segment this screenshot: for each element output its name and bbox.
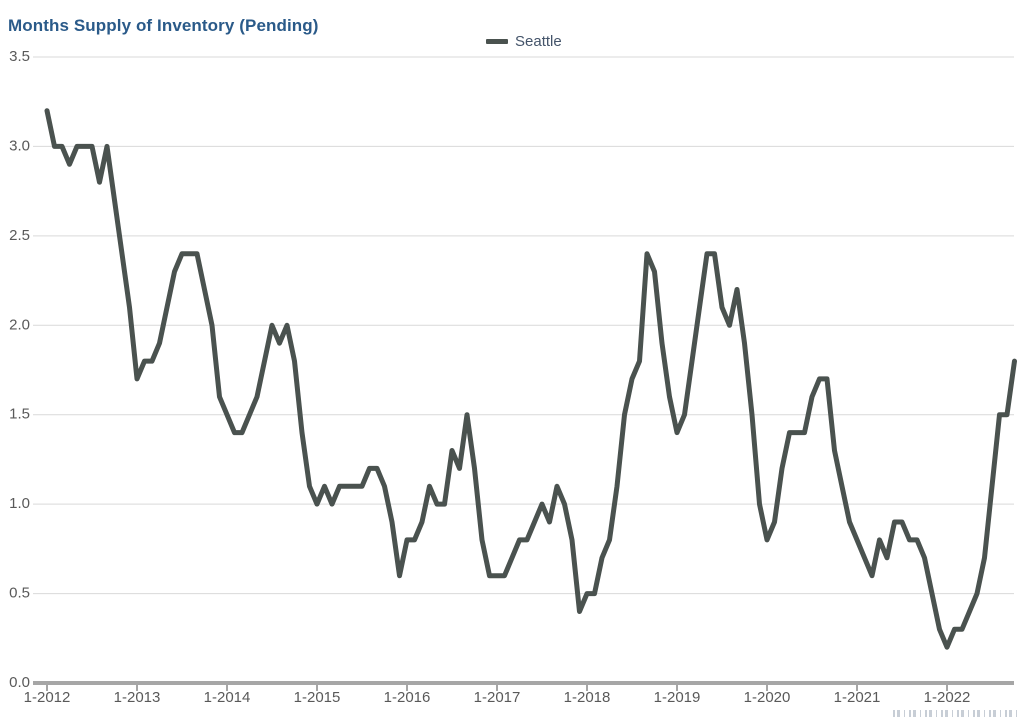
y-axis-label: 3.5 [9,48,30,65]
legend-line-swatch-icon [486,38,508,44]
y-axis-label: 0.5 [9,585,30,602]
y-axis-label: 2.0 [9,316,30,333]
x-axis-label: 1-2020 [744,689,791,706]
x-axis-label: 1-2014 [204,689,251,706]
y-axis-label: 2.5 [9,227,30,244]
y-axis-label: 1.0 [9,495,30,512]
x-axis-label: 1-2017 [474,689,521,706]
page-title: Months Supply of Inventory (Pending) [8,16,319,36]
x-axis-label: 1-2012 [24,689,71,706]
y-axis-label: 3.0 [9,137,30,154]
x-axis-label: 1-2019 [654,689,701,706]
x-axis-label: 1-2022 [924,689,971,706]
seattle-series-line [44,108,1017,650]
x-axis-label: 1-2018 [564,689,611,706]
legend-series-label: Seattle [515,32,562,50]
y-axis-label: 0.0 [9,674,30,691]
chart-legend: Seattle [486,32,562,50]
x-axis-label: 1-2015 [294,689,341,706]
x-axis-label: 1-2016 [384,689,431,706]
x-axis-label: 1-2021 [834,689,881,706]
clipped-footer-text [893,710,1018,717]
y-axis-label: 1.5 [9,406,30,423]
x-axis-label: 1-2013 [114,689,161,706]
